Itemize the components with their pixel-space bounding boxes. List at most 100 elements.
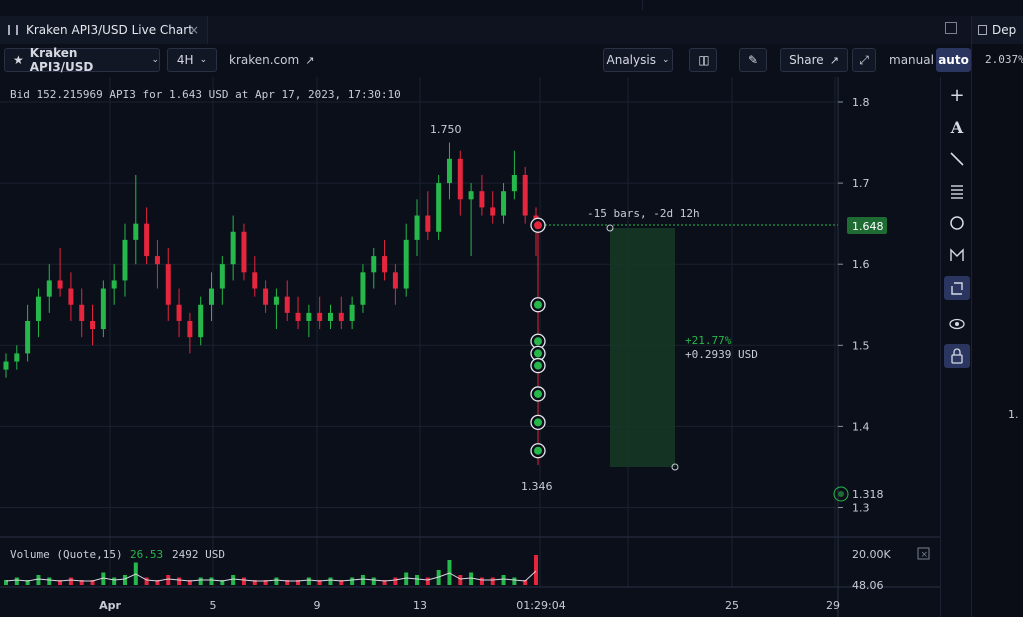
circle-tool-icon[interactable] <box>947 213 967 233</box>
candle-body <box>187 320 193 338</box>
candle-body <box>522 174 528 216</box>
draw-button[interactable]: ✎ <box>739 48 767 72</box>
candle-body <box>360 272 366 305</box>
chart-type-button[interactable]: ▯▯ <box>689 48 717 72</box>
depth-value: 2.037% <box>985 53 1023 66</box>
marker-price-icon[interactable] <box>833 486 849 502</box>
volume-bar <box>25 580 30 585</box>
volume-bar <box>68 577 73 585</box>
volume-bar <box>490 577 495 585</box>
crosshair-icon[interactable]: + <box>949 84 965 106</box>
share-button[interactable]: Share ↗ <box>780 48 848 72</box>
candle-body <box>425 215 431 232</box>
fullscreen-icon[interactable] <box>945 22 957 34</box>
volume-bar <box>144 577 149 585</box>
eye-icon[interactable] <box>947 314 967 334</box>
price-axis: 1.8 1.7 1.6 1.5 1.4 1.3 <box>838 96 870 515</box>
tab-bar: Kraken API3/USD Live Chart × <box>0 16 971 45</box>
fib-levels-icon[interactable] <box>947 181 967 201</box>
auto-scale-toggle[interactable]: auto <box>936 48 971 72</box>
trade-marker-dot <box>534 337 542 346</box>
candlestick-series <box>3 142 539 378</box>
interval-selector[interactable]: 4H ⌄ <box>167 48 217 72</box>
candle-body <box>479 191 485 208</box>
measure-handle-start[interactable] <box>606 224 614 232</box>
candle-body <box>317 312 323 321</box>
measure-tool-icon[interactable] <box>944 276 970 300</box>
low-label: 1.346 <box>521 480 553 493</box>
price-chart[interactable]: Bid 152.215969 API3 for 1.643 USD at Apr… <box>0 77 940 617</box>
volume-bar <box>425 577 430 585</box>
volume-bar <box>339 580 344 585</box>
candle-body <box>133 223 139 240</box>
volume-bar <box>4 580 8 585</box>
star-icon[interactable]: ★ <box>13 53 24 67</box>
trade-marker-dot <box>534 349 542 358</box>
candle-body <box>457 158 463 200</box>
close-tab-icon[interactable]: × <box>188 23 199 37</box>
measure-handle-end[interactable] <box>671 463 679 471</box>
time-tick-label: 5 <box>210 599 217 612</box>
candle-body <box>46 280 52 297</box>
depth-tab[interactable]: Dep <box>972 16 1023 44</box>
candle-body <box>468 191 474 200</box>
volume-bar <box>166 575 171 585</box>
candle-body <box>144 223 150 257</box>
tab-title: Kraken API3/USD Live Chart <box>26 23 193 37</box>
volume-bar <box>155 580 160 585</box>
volume-bar <box>122 575 127 585</box>
fit-screen-button[interactable]: ⤢ <box>852 48 876 72</box>
depth-tab-icon <box>978 25 987 35</box>
measure-box[interactable] <box>610 228 675 467</box>
volume-scale-bottom: 48.06 <box>852 579 884 592</box>
symbol-selector[interactable]: ★ Kraken API3/USD ⌄ <box>4 46 160 74</box>
analysis-dropdown[interactable]: Analysis ⌄ <box>603 48 673 72</box>
price-tick-label: 1.4 <box>852 420 870 433</box>
volume-series <box>4 555 538 585</box>
trade-marker-dot <box>534 446 542 455</box>
manual-scale-toggle[interactable]: manual <box>889 48 934 72</box>
volume-bar <box>220 580 225 585</box>
price-tick-label: 1.6 <box>852 258 870 271</box>
close-volume-icon[interactable] <box>917 547 930 560</box>
pattern-tool-icon[interactable] <box>947 245 967 265</box>
text-tool-icon[interactable]: A <box>950 117 964 137</box>
percent-change: +21.77% <box>685 334 732 347</box>
volume-bar <box>393 577 398 585</box>
candle-body <box>490 207 496 216</box>
volume-bar <box>350 577 355 585</box>
time-tick-label: Apr <box>99 599 121 612</box>
volume-bar <box>415 575 420 585</box>
candles-icon: ▯▯ <box>698 53 709 67</box>
volume-bar <box>79 580 84 585</box>
volume-bar <box>187 580 192 585</box>
auto-label: auto <box>938 53 969 67</box>
candle-body <box>35 296 41 321</box>
volume-bar <box>458 575 463 585</box>
source-link[interactable]: kraken.com ↗ <box>229 48 314 72</box>
trend-line-icon[interactable] <box>947 149 967 169</box>
time-tick-label: 01:29:04 <box>516 599 565 612</box>
candle-body <box>176 304 182 321</box>
external-link-icon: ↗ <box>829 53 839 67</box>
volume-bar <box>209 577 214 585</box>
drawing-tools: + A <box>940 77 972 617</box>
tab-chart[interactable]: Kraken API3/USD Live Chart × <box>0 16 208 44</box>
candle-body <box>263 288 269 305</box>
volume-bar <box>177 577 182 585</box>
price-tick-label: 1.8 <box>852 96 870 109</box>
volume-bar <box>14 577 19 585</box>
lock-icon[interactable] <box>944 344 970 368</box>
volume-bar <box>58 580 63 585</box>
candle-body <box>295 312 301 321</box>
volume-scale-top: 20.00K <box>852 548 891 561</box>
volume-bar <box>90 580 95 585</box>
bars-label: -15 bars, -2d 12h <box>587 207 700 220</box>
candle-body <box>511 174 517 192</box>
candle-body <box>327 312 333 321</box>
volume-bar <box>274 577 279 585</box>
external-link-icon: ↗ <box>305 53 315 67</box>
candle-body <box>230 231 236 265</box>
marker-price-dot <box>838 491 844 497</box>
volume-bar <box>47 577 52 585</box>
